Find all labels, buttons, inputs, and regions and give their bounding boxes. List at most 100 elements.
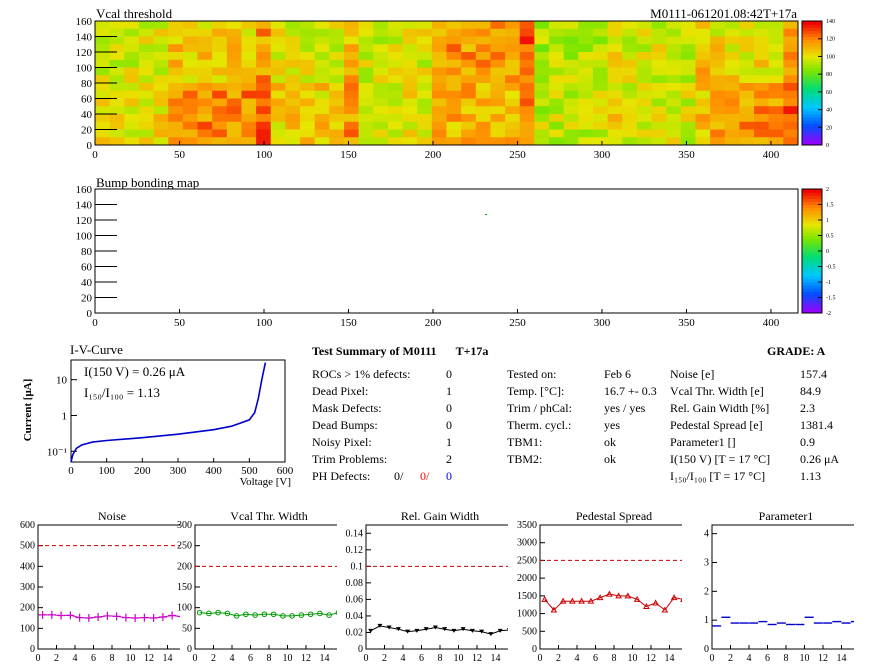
map-cell xyxy=(680,36,696,45)
map-cell xyxy=(534,75,550,84)
map-cell xyxy=(739,129,755,138)
map-cell xyxy=(475,21,491,30)
map-cell xyxy=(373,67,389,76)
map-cell xyxy=(109,90,125,99)
map-cell xyxy=(783,106,799,115)
summary-label: Tested on: xyxy=(507,367,557,381)
map-cell xyxy=(446,59,462,68)
map-cell xyxy=(343,114,360,123)
map-cell xyxy=(182,129,198,138)
map-cell xyxy=(314,137,330,146)
map-cell xyxy=(358,67,374,76)
map-cell xyxy=(519,129,535,138)
map-cell xyxy=(695,83,711,92)
summary-value: 0 xyxy=(446,367,452,381)
map-cell xyxy=(285,28,301,37)
map-cell xyxy=(95,67,111,76)
map-cell xyxy=(578,67,594,76)
map-cell xyxy=(549,106,565,115)
map-cell xyxy=(431,59,447,68)
map-cell xyxy=(651,59,667,68)
map-cell xyxy=(402,129,418,138)
palette-band xyxy=(802,36,822,41)
map-cell xyxy=(461,90,477,99)
map-cell xyxy=(563,28,579,37)
map-cell xyxy=(256,90,272,99)
map-cell xyxy=(387,44,403,53)
map-cell xyxy=(256,21,272,30)
map-cell xyxy=(285,36,301,45)
map-cell xyxy=(739,36,755,45)
palette-band xyxy=(802,61,822,65)
palette-band xyxy=(802,294,822,298)
y-tick-label: 100 xyxy=(76,63,93,75)
map-cell xyxy=(710,137,726,146)
iv-x-tick-label: 0 xyxy=(68,465,74,477)
chart-title: Rel. Gain Width xyxy=(401,509,479,523)
map-cell xyxy=(651,121,667,130)
map-cell xyxy=(592,98,609,107)
x-tick-label: 300 xyxy=(594,149,611,161)
map-cell xyxy=(724,83,740,92)
x-tick-label: 8 xyxy=(267,653,272,664)
map-cell xyxy=(739,21,755,30)
map-cell xyxy=(285,137,301,146)
grade-label: GRADE: A xyxy=(767,344,826,358)
map-cell xyxy=(270,44,286,53)
map-cell xyxy=(270,36,286,45)
map-cell xyxy=(168,44,184,53)
iv-xlabel: Voltage [V] xyxy=(240,476,291,488)
map-cell xyxy=(622,121,638,130)
data-point xyxy=(386,625,392,630)
map-cell xyxy=(270,75,286,84)
map-cell xyxy=(314,59,330,68)
map-cell xyxy=(461,36,477,45)
map-cell xyxy=(226,106,242,115)
map-cell xyxy=(182,67,198,76)
map-cell xyxy=(622,114,638,123)
map-cell xyxy=(534,67,550,76)
map-cell xyxy=(563,114,579,123)
x-tick-label: 350 xyxy=(678,317,695,329)
map-cell xyxy=(636,52,652,61)
map-cell xyxy=(622,75,638,84)
map-cell xyxy=(490,137,506,146)
y-tick-label: 1 xyxy=(704,615,709,626)
map-cell xyxy=(109,36,125,45)
palette-band xyxy=(802,73,822,78)
map-cell xyxy=(138,114,154,123)
map-cell xyxy=(431,83,447,92)
map-cell xyxy=(329,52,345,61)
map-cell xyxy=(285,44,301,53)
map-cell xyxy=(270,98,286,107)
map-cell xyxy=(270,59,286,68)
map-cell xyxy=(695,106,711,115)
palette-band xyxy=(802,263,822,267)
map-cell xyxy=(519,36,535,45)
map-cell xyxy=(417,28,433,37)
map-cell xyxy=(519,59,535,68)
map-cell xyxy=(182,98,198,107)
palette-band xyxy=(802,132,822,137)
map-cell xyxy=(109,59,125,68)
iv-curve-chart: I-V-Curve I(150 V) = 0.26 μA I₁₅₀/I₁₀₀ =… xyxy=(22,342,294,488)
summary-row: Rel. Gain Width [%] 2.3 xyxy=(670,400,870,417)
map-cell xyxy=(461,52,477,61)
map-cell xyxy=(607,75,623,84)
map-cell xyxy=(270,52,286,61)
map-cell xyxy=(431,21,447,30)
map-cell xyxy=(197,36,213,45)
map-cell xyxy=(226,129,242,138)
map-cell xyxy=(446,21,462,30)
map-cell xyxy=(622,90,638,99)
map-cell xyxy=(300,121,316,130)
map-cell xyxy=(519,114,535,123)
y-tick-label: 160 xyxy=(76,184,93,196)
palette-tick-label: 20 xyxy=(826,125,832,131)
map-cell xyxy=(168,67,184,76)
palette-band xyxy=(802,223,822,227)
summary-value: 1 xyxy=(446,435,452,449)
map-cell xyxy=(578,98,594,107)
map-cell xyxy=(651,67,667,76)
series-line xyxy=(370,625,508,635)
